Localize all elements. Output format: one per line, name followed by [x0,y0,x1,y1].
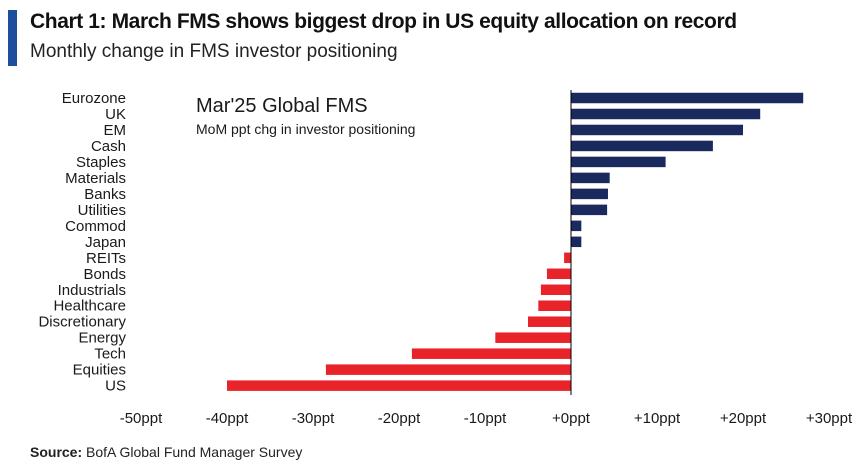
inner-chart-title: Mar'25 Global FMS [196,95,368,117]
category-label: Discretionary [38,314,126,331]
bar-energy [495,332,571,343]
bar-industrials [540,284,571,296]
x-tick-label: +0ppt [552,410,591,427]
x-tick-label: +10ppt [634,410,681,427]
bar-eurozone [571,92,804,104]
source-label: Source: [30,444,83,460]
category-label: Healthcare [53,298,126,315]
bar-reits [564,252,571,264]
category-label: Japan [85,234,126,251]
x-tick-label: -10ppt [464,410,507,427]
bar-equities [325,364,571,375]
category-label: Energy [78,330,126,347]
bar-em [571,124,743,136]
bar-cash [571,140,713,152]
category-label: US [105,378,126,395]
x-tick-label: +30ppt [806,410,853,427]
category-label: UK [105,106,126,123]
x-tick-label: -30ppt [292,410,335,427]
category-label: EM [104,122,127,139]
category-label: Industrials [58,282,126,299]
bar-bonds [546,268,571,280]
bar-us [227,380,571,391]
source-note: Source: BofA Global Fund Manager Survey [30,444,302,460]
x-tick-label: +20ppt [720,410,767,427]
bar-discretionary [528,316,571,327]
chart-title: Chart 1: March FMS shows biggest drop in… [30,10,737,33]
category-label: Equities [73,362,126,379]
inner-chart-subtitle: MoM ppt chg in investor positioning [196,121,415,137]
bar-banks [571,188,608,200]
bar-commod [571,220,582,232]
category-label: Materials [65,170,126,187]
bar-healthcare [538,300,571,311]
category-label: Eurozone [62,90,126,107]
category-label: REITs [86,250,126,267]
bar-tech [411,348,571,359]
x-tick-label: -50ppt [120,410,163,427]
x-tick-label: -40ppt [206,410,249,427]
bar-staples [571,156,666,168]
bar-materials [571,172,610,184]
source-text: BofA Global Fund Manager Survey [86,444,303,460]
bar-uk [571,108,761,120]
x-tick-label: -20ppt [378,410,421,427]
category-label: Cash [91,138,126,155]
bar-japan [571,236,582,248]
category-label: Tech [94,346,126,363]
category-label: Bonds [83,266,126,283]
category-label: Utilities [78,202,126,219]
category-label: Commod [65,218,126,235]
bar-utilities [571,204,608,216]
chart-subtitle: Monthly change in FMS investor positioni… [30,41,398,62]
category-label: Staples [76,154,126,171]
category-label: Banks [84,186,126,203]
title-accent-bar [8,10,17,66]
